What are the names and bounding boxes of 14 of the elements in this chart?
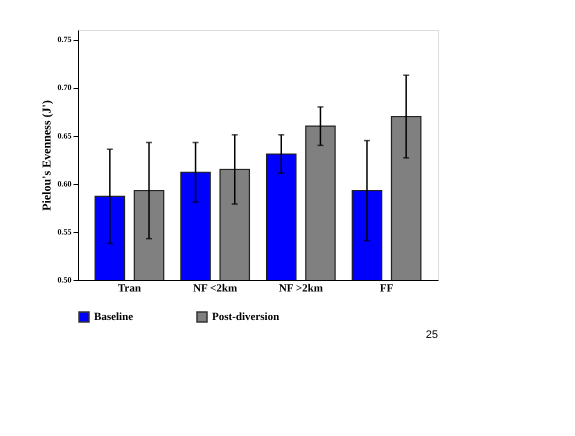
y-tick-label: 0.70 [58, 83, 72, 92]
x-tick-label: FF [380, 282, 394, 294]
y-tick-label: 0.75 [58, 35, 72, 44]
y-tick-label: 0.55 [58, 227, 72, 236]
y-axis-title: Pielou's Evenness (J') [40, 100, 54, 211]
x-tick-label: NF >2km [278, 282, 323, 294]
x-tick-label: Tran [118, 282, 141, 294]
x-tick-label: NF <2km [193, 282, 238, 294]
text: 25 [426, 329, 438, 341]
y-tick-label: 0.65 [58, 131, 72, 140]
legend-label: Post-diversion [212, 311, 280, 323]
y-tick-label: 0.60 [58, 179, 72, 188]
legend-label: Baseline [94, 311, 134, 323]
y-tick-label: 0.50 [58, 276, 72, 284]
